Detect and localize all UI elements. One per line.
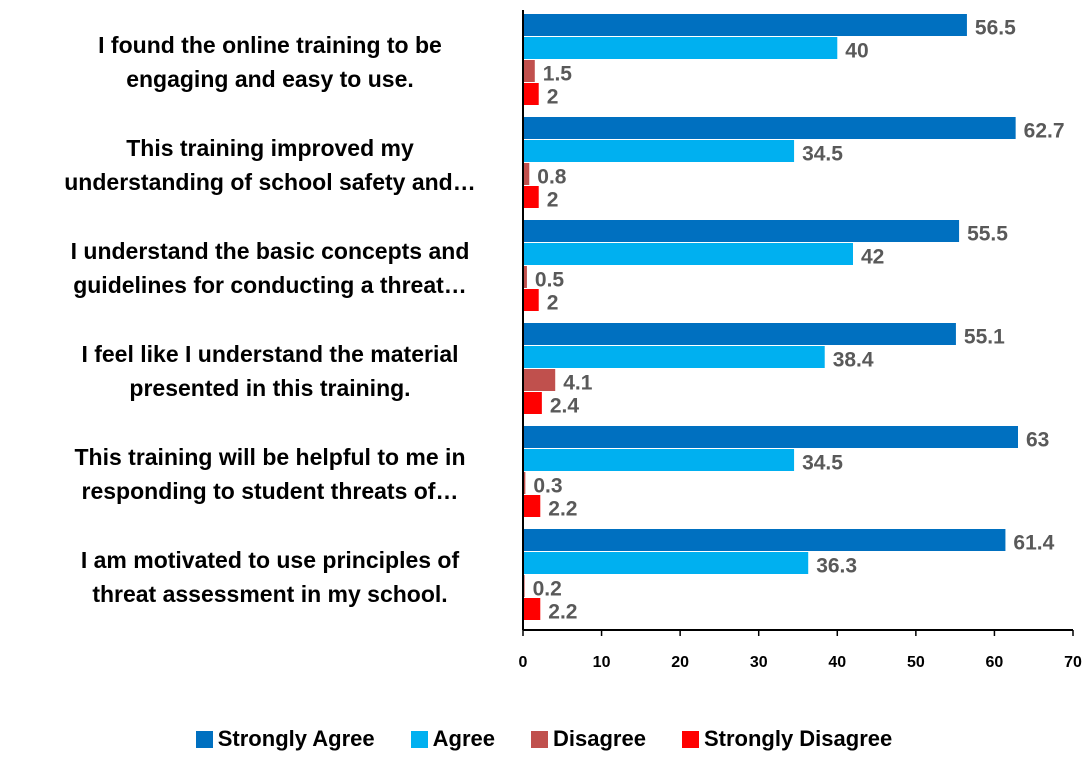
x-tick-label: 10: [593, 654, 611, 671]
x-tick-label: 0: [519, 654, 528, 671]
legend-item: Strongly Agree: [195, 726, 375, 752]
category-label: This training will be helpful to me in r…: [74, 443, 466, 504]
bar: [523, 426, 1018, 448]
data-label: 34.5: [802, 452, 843, 475]
data-label: 2: [547, 189, 559, 212]
bar: [523, 266, 527, 288]
bar: [523, 495, 541, 517]
bar: [523, 323, 956, 345]
legend-label: Agree: [432, 726, 495, 751]
x-tick-label: 60: [986, 654, 1004, 671]
data-label: 62.7: [1024, 120, 1065, 143]
data-label: 38.4: [833, 349, 874, 372]
data-label: 1.5: [543, 63, 573, 86]
category-label: I feel like I understand the material pr…: [81, 340, 459, 401]
legend-swatch: [410, 730, 428, 748]
x-tick-label: 40: [828, 654, 846, 671]
bar: [523, 598, 541, 620]
data-label: 0.5: [535, 269, 565, 292]
category-label: I found the online training to be engagi…: [98, 31, 442, 92]
category-label: This training improved my understanding …: [64, 134, 476, 195]
bar: [523, 117, 1016, 139]
data-label: 36.3: [816, 555, 857, 578]
data-label: 63: [1026, 429, 1049, 452]
data-label: 0.8: [537, 166, 567, 189]
legend-label: Disagree: [553, 726, 646, 751]
bar: [523, 552, 809, 574]
data-label: 56.5: [975, 17, 1016, 40]
legend-item: Strongly Disagree: [681, 726, 893, 752]
bar: [523, 289, 539, 311]
bar: [523, 220, 960, 242]
data-label: 2: [547, 86, 559, 109]
bar: [523, 163, 530, 185]
bar: [523, 83, 539, 105]
category-label: I understand the basic concepts and guid…: [70, 237, 470, 298]
legend-label: Strongly Agree: [217, 726, 375, 751]
legend-item: Disagree: [531, 726, 646, 752]
legend: Strongly Agree Agree Disagree Strongly Disa…: [0, 726, 1088, 752]
data-label: 2.2: [548, 498, 577, 521]
x-tick-label: 30: [750, 654, 768, 671]
data-label: 2: [547, 292, 559, 315]
data-label: 40: [845, 40, 868, 63]
bar: [523, 14, 967, 36]
data-label: 55.1: [964, 326, 1005, 349]
legend-swatch: [531, 730, 548, 748]
bar: [523, 243, 853, 265]
legend-swatch: [195, 730, 213, 748]
bar: [523, 140, 795, 162]
bar: [523, 37, 838, 59]
bar: [523, 392, 542, 414]
x-tick-label: 50: [907, 654, 925, 671]
x-tick-label: 70: [1064, 654, 1082, 671]
bar: [523, 369, 556, 391]
data-label: 0.2: [533, 578, 562, 601]
data-label: 55.5: [967, 223, 1008, 246]
data-label: 61.4: [1013, 532, 1054, 555]
legend-item: Agree: [410, 726, 495, 752]
x-tick-label: 20: [671, 654, 689, 671]
category-label: I am motivated to use principles of thre…: [80, 546, 460, 607]
data-label: 2.4: [550, 395, 580, 418]
data-label: 0.3: [533, 475, 562, 498]
bar: [523, 449, 795, 471]
bar: [523, 472, 526, 494]
data-label: 34.5: [802, 143, 843, 166]
data-label: 2.2: [548, 601, 577, 624]
data-label: 42: [861, 246, 884, 269]
data-label: 4.1: [563, 372, 593, 395]
bar: [523, 529, 1006, 551]
legend-swatch: [681, 730, 699, 748]
bar: [523, 186, 539, 208]
bar: [523, 60, 535, 82]
bar: [523, 346, 825, 368]
legend-label: Strongly Disagree: [703, 726, 893, 751]
